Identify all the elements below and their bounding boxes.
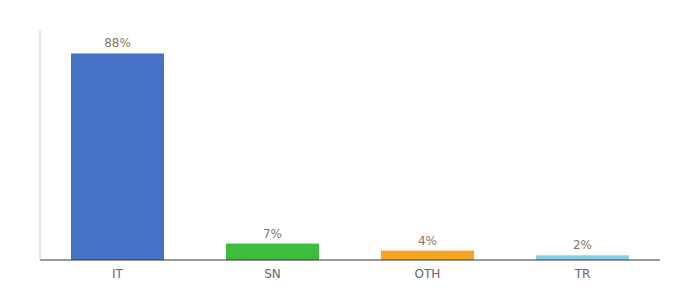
data-label: 88% xyxy=(104,36,131,50)
bar xyxy=(536,255,629,260)
data-label: 7% xyxy=(263,227,282,241)
x-tick-label: SN xyxy=(264,267,281,281)
x-tick-label: IT xyxy=(112,267,124,281)
x-tick-label: TR xyxy=(574,267,591,281)
chart: IT SN OTH TR 88% 7% 4% 2% xyxy=(0,0,680,300)
y-axis-line xyxy=(40,30,41,260)
chart-container: IT SN OTH TR 88% 7% 4% 2% xyxy=(0,0,680,300)
bar xyxy=(226,244,319,260)
bars xyxy=(71,53,629,260)
x-tick-label: OTH xyxy=(415,267,441,281)
bar xyxy=(381,251,474,260)
bar xyxy=(71,53,164,260)
labels: IT SN OTH TR 88% 7% 4% 2% xyxy=(104,36,592,281)
data-label: 4% xyxy=(418,234,437,248)
x-axis-line xyxy=(40,260,660,261)
data-label: 2% xyxy=(573,238,592,252)
